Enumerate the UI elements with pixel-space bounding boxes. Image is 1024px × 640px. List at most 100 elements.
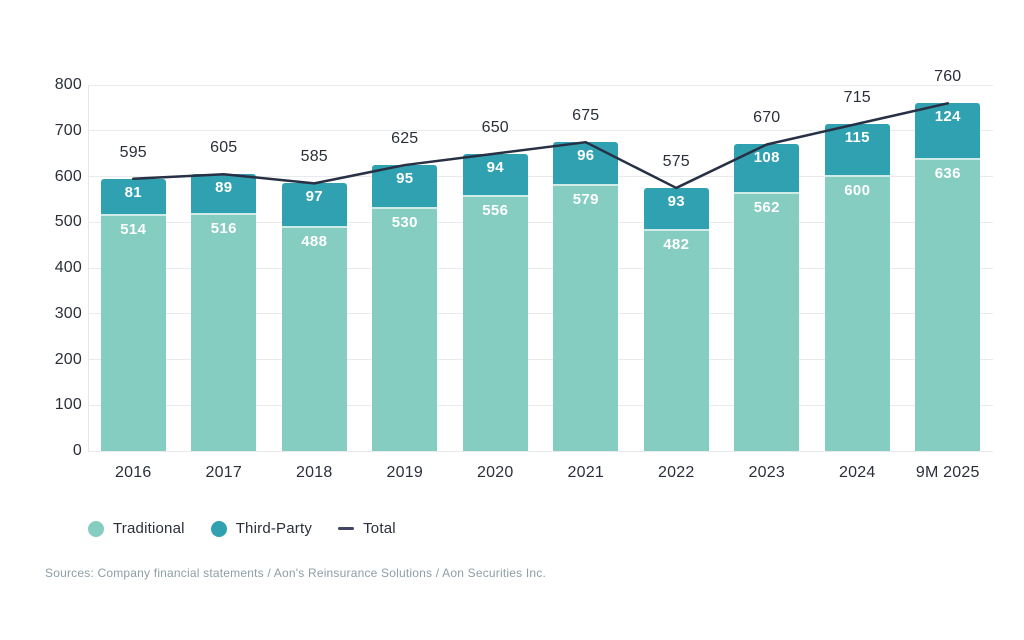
segment-traditional: 516 (191, 214, 257, 451)
x-tick-label-2022: 2022 (658, 464, 695, 481)
total-value-label: 675 (572, 107, 600, 125)
bar-value-label: 108 (753, 149, 780, 167)
bar-value-label: 562 (753, 198, 780, 216)
plot-area: 514 81 2016 516 89 2017 488 97 2018 530 95 2019 556 9… (88, 68, 993, 481)
bar-value-label: 579 (572, 191, 599, 209)
bar-2024: 600 115 (824, 123, 890, 451)
total-value-label: 715 (843, 88, 871, 106)
total-value-label: 760 (934, 68, 962, 86)
sources-text: Sources: Company financial statements / … (45, 566, 547, 580)
legend-label: Third-Party (235, 520, 313, 537)
x-tick-label-2018: 2018 (296, 464, 333, 481)
segment-third-party: 115 (824, 123, 890, 177)
bar-value-label: 93 (667, 192, 685, 210)
bar-2016: 514 81 (100, 178, 166, 451)
segment-traditional: 530 (372, 208, 438, 451)
x-tick-label-9m-2025: 9M 2025 (915, 464, 980, 481)
bar-value-label: 530 (391, 213, 418, 231)
segment-third-party: 89 (191, 174, 257, 215)
total-value-label: 595 (119, 143, 147, 161)
y-tick-label-100: 100 (54, 396, 82, 414)
legend: Traditional Third-Party Total (88, 520, 396, 537)
gridline-0 (88, 450, 993, 452)
x-tick-label-2017: 2017 (205, 464, 242, 481)
bar-2017: 516 89 (191, 174, 257, 451)
y-tick-label-200: 200 (54, 350, 82, 368)
total-value-label: 625 (391, 130, 419, 148)
y-tick-label-600: 600 (54, 167, 82, 185)
x-tick-label-2023: 2023 (748, 464, 785, 481)
segment-traditional: 482 (643, 230, 709, 451)
bar-2023: 562 108 (734, 144, 800, 451)
total-value-label: 605 (210, 139, 238, 157)
total-value-label: 585 (300, 148, 328, 166)
x-tick-label-2019: 2019 (386, 464, 423, 481)
legend-item-total: Total (338, 520, 396, 537)
bar-2022: 482 93 (643, 187, 709, 451)
segment-third-party: 97 (281, 183, 347, 228)
bar-2018: 488 97 (281, 183, 347, 451)
gridline-500 (88, 221, 993, 223)
bar-value-label: 556 (482, 201, 509, 219)
bar-value-label: 115 (844, 128, 870, 146)
bar-value-label: 124 (934, 108, 961, 126)
segment-traditional: 579 (553, 186, 619, 451)
segment-traditional: 636 (915, 160, 981, 451)
bar-value-label: 96 (577, 147, 595, 165)
bar-value-label: 94 (486, 158, 504, 176)
segment-traditional: 562 (734, 193, 800, 451)
bar-value-label: 89 (215, 179, 233, 197)
total-value-label: 670 (753, 109, 781, 127)
y-tick-label-0: 0 (72, 442, 82, 459)
bar-2019: 530 95 (372, 165, 438, 451)
gridline-300 (88, 313, 993, 315)
legend-label: Traditional (113, 520, 185, 537)
x-tick-label-2016: 2016 (115, 464, 152, 481)
bar-2020: 556 94 (462, 153, 528, 451)
y-tick-label-800: 800 (54, 76, 82, 93)
gridline-400 (88, 267, 993, 269)
bar-value-label: 516 (210, 219, 237, 237)
bar-2021: 579 96 (553, 142, 619, 451)
bar-value-label: 514 (120, 220, 147, 238)
legend-item-traditional: Traditional (88, 520, 185, 537)
legend-label: Total (363, 520, 396, 537)
x-tick-label-2020: 2020 (477, 464, 514, 481)
gridline-800 (88, 84, 993, 86)
segment-traditional: 600 (824, 176, 890, 451)
segment-third-party: 94 (462, 153, 528, 197)
gridline-100 (88, 404, 993, 406)
segment-traditional: 556 (462, 196, 528, 451)
legend-marker-dash (338, 527, 355, 530)
x-tick-label-2021: 2021 (567, 464, 604, 481)
y-tick-label-700: 700 (54, 121, 82, 139)
segment-third-party: 96 (553, 142, 619, 187)
y-axis: 0 100 200 300 400 500 600 700 800 (0, 76, 82, 459)
legend-marker-circle (210, 520, 227, 537)
bar-value-label: 95 (396, 170, 414, 188)
segment-traditional: 514 (100, 215, 166, 451)
y-tick-label-400: 400 (54, 259, 82, 276)
bar-value-label: 600 (844, 181, 871, 199)
bar-value-label: 488 (301, 232, 328, 250)
legend-item-third-party: Third-Party (210, 520, 313, 537)
gridline-200 (88, 359, 993, 360)
x-tick-label-2024: 2024 (839, 464, 876, 481)
bar-9m-2025: 636 124 (915, 103, 981, 451)
total-value-label: 575 (662, 152, 690, 170)
segment-third-party: 95 (372, 165, 438, 209)
legend-marker-circle (88, 520, 104, 537)
segment-traditional: 488 (281, 227, 347, 451)
bar-value-label: 81 (124, 183, 142, 201)
bar-value-label: 482 (663, 235, 690, 253)
segment-third-party: 124 (915, 103, 981, 161)
bar-value-label: 97 (305, 188, 323, 206)
segment-third-party: 93 (643, 187, 709, 231)
segment-third-party: 81 (100, 178, 166, 216)
total-value-label: 650 (481, 118, 509, 136)
y-tick-label-500: 500 (54, 213, 82, 231)
bar-value-label: 636 (934, 165, 961, 183)
y-tick-label-300: 300 (54, 304, 82, 322)
segment-third-party: 108 (734, 144, 800, 194)
